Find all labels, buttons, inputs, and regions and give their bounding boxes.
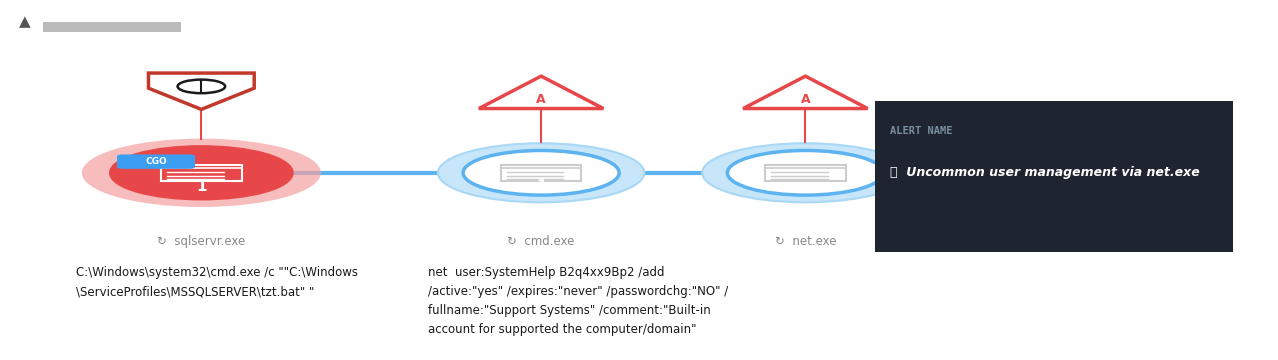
- Circle shape: [111, 147, 291, 199]
- Text: net  user:SystemHelp B2q4xx9Bp2 /add
/active:"yes" /expires:"never" /passwordchg: net user:SystemHelp B2q4xx9Bp2 /add /act…: [428, 266, 728, 336]
- Text: 1: 1: [535, 179, 547, 194]
- Text: C:\Windows\system32\cmd.exe /c ""C:\Windows
\ServiceProfiles\MSSQLSERVER\tzt.bat: C:\Windows\system32\cmd.exe /c ""C:\Wind…: [75, 266, 358, 298]
- Text: ↻  sqlservr.exe: ↻ sqlservr.exe: [157, 235, 245, 248]
- Text: ▲: ▲: [19, 14, 31, 30]
- FancyBboxPatch shape: [874, 101, 1233, 252]
- FancyBboxPatch shape: [42, 22, 181, 32]
- Text: 1: 1: [196, 179, 207, 194]
- Text: CGO: CGO: [146, 157, 167, 166]
- Circle shape: [82, 139, 321, 207]
- Polygon shape: [479, 76, 603, 109]
- Text: ALERT NAME: ALERT NAME: [889, 126, 952, 136]
- Text: ↻  net.exe: ↻ net.exe: [774, 235, 836, 248]
- Circle shape: [702, 143, 909, 202]
- Circle shape: [438, 143, 644, 202]
- Text: ⧉  Uncommon user management via net.exe: ⧉ Uncommon user management via net.exe: [889, 166, 1200, 179]
- Polygon shape: [743, 76, 868, 109]
- Text: ↻  cmd.exe: ↻ cmd.exe: [507, 235, 575, 248]
- Text: A: A: [800, 93, 810, 106]
- FancyBboxPatch shape: [118, 154, 196, 169]
- PathPatch shape: [148, 73, 254, 109]
- Circle shape: [727, 150, 883, 195]
- Circle shape: [463, 150, 619, 195]
- Text: A: A: [537, 93, 546, 106]
